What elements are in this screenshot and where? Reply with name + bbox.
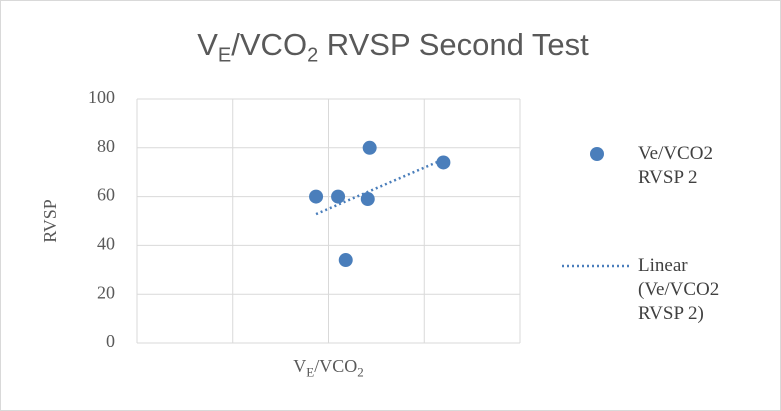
subscript: 2 bbox=[357, 364, 364, 379]
y-tick-label: 60 bbox=[97, 185, 115, 205]
legend-marker bbox=[590, 147, 604, 161]
subscript: 2 bbox=[307, 45, 318, 67]
y-tick-label: 20 bbox=[97, 282, 115, 302]
legend-label: Ve/VCO2 RVSP 2 bbox=[638, 143, 713, 188]
subscript: E bbox=[218, 45, 231, 67]
text-part: V bbox=[197, 27, 218, 62]
legend-label: Linear (Ve/VCO2 RVSP 2) bbox=[638, 255, 720, 324]
y-tick-label: 100 bbox=[88, 87, 115, 107]
y-axis-label: RVSP bbox=[40, 199, 60, 243]
data-point bbox=[331, 189, 346, 204]
data-point bbox=[360, 192, 375, 207]
x-axis-label: VE/VCO2 bbox=[293, 356, 363, 379]
subscript: E bbox=[306, 364, 314, 379]
text-part: /VCO bbox=[314, 356, 357, 376]
data-point bbox=[338, 253, 353, 268]
y-tick-label: 40 bbox=[97, 234, 115, 254]
data-point bbox=[436, 155, 451, 170]
text-part: V bbox=[293, 356, 306, 376]
y-tick-label: 80 bbox=[97, 136, 115, 156]
trendline bbox=[315, 158, 444, 216]
legend-item: Ve/VCO2 RVSP 2 bbox=[638, 143, 713, 188]
y-tick-label: 0 bbox=[106, 331, 115, 351]
text-part: /VCO bbox=[231, 27, 307, 62]
chart-title: VE/VCO2 RVSP Second Test bbox=[197, 27, 589, 66]
legend-item: Linear (Ve/VCO2 RVSP 2) bbox=[638, 255, 720, 324]
data-point bbox=[309, 189, 324, 204]
text-part: RVSP Second Test bbox=[318, 27, 589, 62]
data-point bbox=[362, 140, 377, 155]
